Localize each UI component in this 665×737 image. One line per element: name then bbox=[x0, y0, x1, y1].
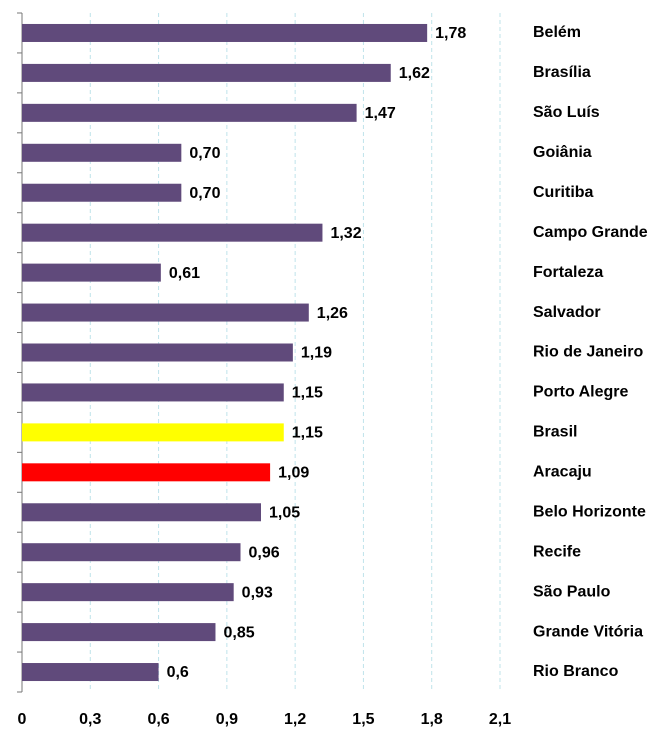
data-label: 1,15 bbox=[292, 425, 323, 442]
category-label: Recife bbox=[533, 543, 581, 560]
category-label: Grande Vitória bbox=[533, 623, 643, 640]
data-label: 0,96 bbox=[249, 544, 280, 561]
data-label: 1,19 bbox=[301, 345, 332, 362]
bar bbox=[22, 343, 293, 362]
category-label: Porto Alegre bbox=[533, 384, 629, 401]
bar bbox=[22, 303, 309, 322]
category-label: Goiânia bbox=[533, 144, 592, 161]
category-label: Salvador bbox=[533, 304, 601, 321]
category-label: Rio de Janeiro bbox=[533, 344, 643, 361]
category-label: São Luís bbox=[533, 104, 600, 121]
category-label: Campo Grande bbox=[533, 224, 648, 241]
category-label: Brasília bbox=[533, 64, 591, 81]
category-label: Rio Branco bbox=[533, 663, 619, 680]
x-tick-label: 1,5 bbox=[352, 711, 374, 728]
x-tick-label: 0,3 bbox=[79, 711, 101, 728]
x-tick-label: 0,6 bbox=[147, 711, 169, 728]
data-label: 1,78 bbox=[435, 25, 466, 42]
bar bbox=[22, 663, 159, 682]
category-label: Fortaleza bbox=[533, 264, 603, 281]
data-label: 1,62 bbox=[399, 65, 430, 82]
data-label: 1,05 bbox=[269, 504, 300, 521]
data-label: 0,85 bbox=[223, 624, 254, 641]
data-label: 1,09 bbox=[278, 465, 309, 482]
x-tick-label: 1,2 bbox=[284, 711, 306, 728]
bar bbox=[22, 223, 323, 242]
bar bbox=[22, 23, 428, 42]
data-label: 1,26 bbox=[317, 305, 348, 322]
bar bbox=[22, 143, 182, 162]
x-tick-label: 0,9 bbox=[216, 711, 238, 728]
bar bbox=[22, 263, 161, 282]
category-label: São Paulo bbox=[533, 583, 611, 600]
bar bbox=[22, 63, 391, 82]
bar bbox=[22, 623, 216, 642]
category-label: Curitiba bbox=[533, 184, 594, 201]
bar bbox=[22, 423, 284, 442]
bar bbox=[22, 383, 284, 402]
bar bbox=[22, 183, 182, 202]
bar bbox=[22, 583, 234, 602]
category-label: Belém bbox=[533, 24, 581, 41]
bar bbox=[22, 103, 357, 122]
bar bbox=[22, 503, 261, 522]
bar bbox=[22, 543, 241, 562]
category-label: Brasil bbox=[533, 424, 577, 441]
data-label: 1,47 bbox=[365, 105, 396, 122]
data-label: 0,70 bbox=[189, 185, 220, 202]
x-tick-label: 2,1 bbox=[489, 711, 511, 728]
data-label: 0,61 bbox=[169, 265, 200, 282]
bar bbox=[22, 463, 271, 482]
x-tick-label: 1,8 bbox=[421, 711, 443, 728]
category-label: Aracaju bbox=[533, 464, 592, 481]
data-label: 0,93 bbox=[242, 584, 273, 601]
x-tick-label: 0 bbox=[18, 711, 27, 728]
category-label: Belo Horizonte bbox=[533, 503, 646, 520]
data-label: 1,15 bbox=[292, 385, 323, 402]
data-label: 1,32 bbox=[330, 225, 361, 242]
data-label: 0,6 bbox=[167, 664, 189, 681]
data-label: 0,70 bbox=[189, 145, 220, 162]
